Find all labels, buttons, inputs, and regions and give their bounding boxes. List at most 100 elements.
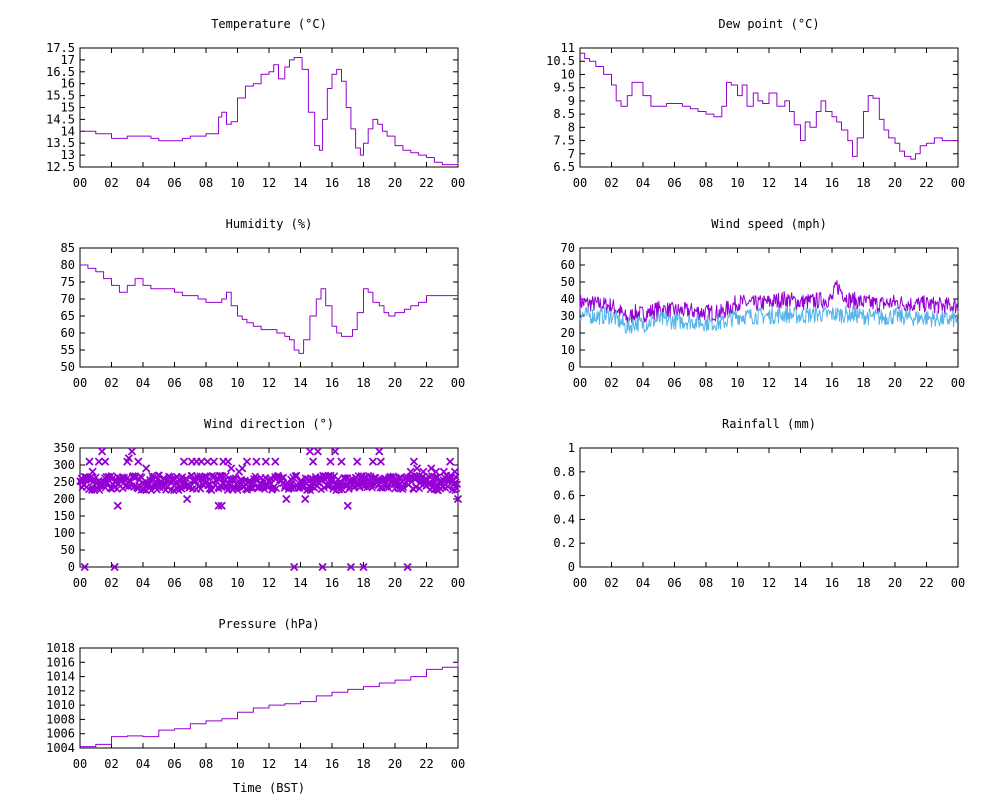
data-point (346, 562, 356, 572)
y-tick-label: 12.5 (46, 160, 75, 174)
x-tick-label: 06 (167, 757, 181, 771)
data-point (142, 464, 151, 473)
data-point (409, 457, 419, 466)
data-point (375, 447, 384, 456)
chart-title: Dew point (°C) (718, 17, 819, 31)
y-tick-label: 15.5 (46, 89, 75, 103)
x-tick-label: 14 (793, 176, 807, 190)
x-tick-label: 08 (699, 576, 713, 590)
data-point (271, 457, 280, 466)
x-tick-label: 12 (262, 376, 276, 390)
y-tick-label: 200 (53, 492, 75, 506)
x-tick-label: 10 (730, 376, 744, 390)
y-tick-label: 85 (61, 241, 75, 255)
x-tick-label: 06 (667, 576, 681, 590)
data-point (252, 457, 261, 466)
x-tick-label: 14 (293, 376, 307, 390)
data-point (101, 457, 110, 466)
y-tick-label: 7.5 (553, 134, 575, 148)
x-tick-label: 04 (136, 176, 150, 190)
data-point (272, 484, 281, 493)
series-line-0 (80, 57, 459, 166)
x-tick-label: 14 (293, 176, 307, 190)
x-tick-label: 10 (230, 376, 244, 390)
y-tick-label: 16 (61, 77, 75, 91)
x-tick-label: 20 (388, 176, 402, 190)
x-tick-label: 12 (762, 176, 776, 190)
data-point (376, 457, 385, 466)
x-tick-label: 16 (325, 576, 339, 590)
data-point (203, 473, 211, 481)
y-tick-label: 10.5 (546, 54, 575, 68)
x-tick-label: 10 (230, 757, 244, 771)
y-tick-label: 1 (568, 441, 575, 455)
data-point (179, 457, 189, 466)
data-point (94, 457, 104, 466)
x-tick-label: 12 (762, 576, 776, 590)
data-point (343, 501, 352, 510)
x-tick-label: 12 (262, 757, 276, 771)
x-tick-label: 20 (888, 176, 902, 190)
plot-frame (579, 247, 959, 368)
chart-wind-direction: Wind direction (°) 0 50 100 150 200 250 300 350 0… (53, 417, 465, 590)
data-point (113, 501, 122, 510)
data-point (412, 464, 422, 473)
y-tick-label: 13 (61, 148, 75, 162)
x-tick-label: 00 (73, 376, 87, 390)
data-point (306, 486, 315, 495)
x-tick-label: 06 (167, 576, 181, 590)
data-point (427, 464, 436, 473)
y-tick-label: 0 (568, 360, 575, 374)
x-tick-label: 10 (730, 176, 744, 190)
plot-frame (79, 247, 459, 368)
chart-humidity: Humidity (%) 50 55 60 65 70 75 80 85 00 02 04 06 08 10… (61, 217, 466, 390)
y-tick-label: 6.5 (553, 160, 575, 174)
data-point (182, 494, 192, 504)
x-tick-label: 02 (104, 376, 118, 390)
data-point (282, 494, 291, 504)
x-tick-label: 02 (104, 576, 118, 590)
x-tick-label: 22 (419, 757, 433, 771)
y-tick-label: 11 (561, 41, 575, 55)
data-point (261, 457, 270, 466)
chart-title: Humidity (%) (226, 217, 313, 231)
x-tick-label: 00 (951, 576, 965, 590)
y-tick-label: 0 (68, 560, 75, 574)
x-tick-label: 04 (636, 376, 650, 390)
data-point (80, 562, 89, 572)
data-point (431, 467, 441, 476)
x-tick-label: 14 (793, 576, 807, 590)
data-point (226, 481, 235, 490)
data-point (353, 457, 362, 466)
x-tick-label: 18 (856, 176, 870, 190)
x-tick-label: 18 (356, 576, 370, 590)
data-point (279, 473, 288, 482)
y-tick-label: 1010 (46, 698, 75, 712)
y-tick-label: 70 (61, 292, 75, 306)
x-tick-label: 20 (388, 757, 402, 771)
x-tick-label: 20 (888, 576, 902, 590)
y-tick-label: 1012 (46, 684, 75, 698)
data-point (85, 457, 94, 466)
series-line-0 (579, 280, 959, 325)
x-tick-label: 16 (325, 757, 339, 771)
y-tick-label: 8 (568, 120, 575, 134)
x-tick-label: 14 (293, 576, 307, 590)
x-tick-label: 02 (104, 176, 118, 190)
x-tick-label: 08 (199, 576, 213, 590)
x-tick-label: 00 (73, 757, 87, 771)
x-tick-label: 08 (199, 757, 213, 771)
x-tick-label: 00 (451, 176, 465, 190)
series-line-0 (80, 661, 459, 748)
data-point (97, 447, 107, 456)
y-tick-label: 1006 (46, 727, 75, 741)
x-tick-label: 00 (573, 376, 587, 390)
data-point (331, 447, 340, 456)
y-tick-label: 9.5 (553, 81, 575, 95)
plot-frame (79, 47, 459, 168)
y-tick-label: 250 (53, 475, 75, 489)
x-tick-label: 16 (825, 176, 839, 190)
x-tick-label: 08 (199, 176, 213, 190)
